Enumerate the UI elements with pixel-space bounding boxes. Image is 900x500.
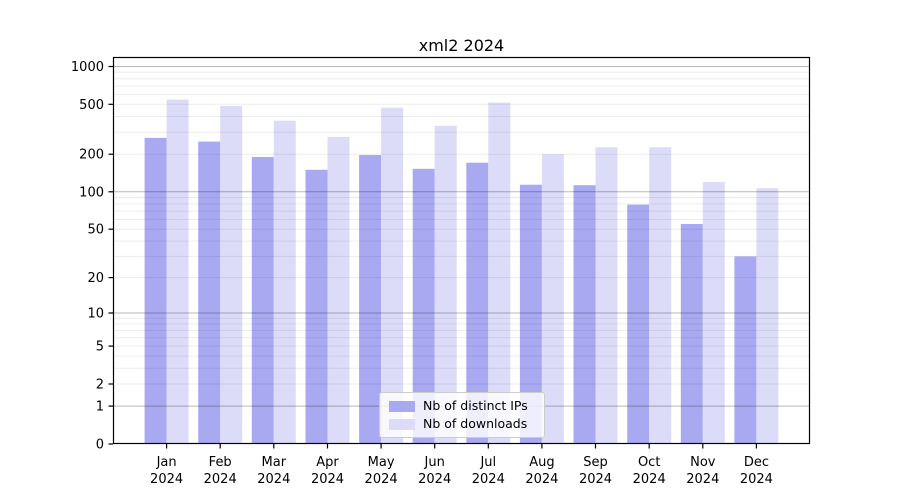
bar-distinct-ips-nov [680, 224, 703, 444]
bar-distinct-ips-jul [466, 162, 489, 444]
legend-swatch-downloads [389, 418, 415, 430]
x-tick-label-month: May [368, 455, 395, 470]
legend-swatch-distinct-ips [389, 400, 415, 412]
bar-distinct-ips-aug [519, 184, 542, 444]
x-tick-label-month: Dec [744, 455, 769, 470]
bar-downloads-may [381, 107, 404, 444]
x-tick-label-year: 2024 [686, 472, 719, 487]
x-tick-label-month: Sep [583, 455, 608, 470]
legend-label-distinct-ips: Nb of distinct IPs [423, 398, 528, 413]
y-tick-label: 0 [96, 438, 104, 453]
y-tick-label: 2 [96, 378, 104, 393]
x-tick-label-year: 2024 [633, 472, 666, 487]
bar-downloads-nov [702, 182, 725, 444]
y-tick-label: 1000 [71, 60, 104, 75]
bar-downloads-jun [434, 125, 457, 445]
x-tick-label-month: Jan [156, 455, 177, 470]
bar-downloads-mar [273, 120, 296, 444]
bar-distinct-ips-jun [412, 168, 435, 445]
x-tick-label-year: 2024 [740, 472, 773, 487]
bar-downloads-jul [488, 102, 511, 444]
x-tick-label-year: 2024 [150, 472, 183, 487]
bar-distinct-ips-sep [573, 185, 596, 444]
x-tick-label-month: Nov [690, 455, 716, 470]
legend: Nb of distinct IPs Nb of downloads [379, 392, 545, 438]
x-tick-label-year: 2024 [365, 472, 398, 487]
chart-title: xml2 2024 [418, 36, 505, 55]
x-tick-label-month: Feb [209, 455, 232, 470]
y-tick-label: 10 [87, 307, 104, 322]
legend-item-distinct-ips: Nb of distinct IPs [389, 399, 544, 413]
x-tick-label-month: Jun [424, 455, 445, 470]
x-tick-label-year: 2024 [257, 472, 290, 487]
bar-distinct-ips-oct [627, 204, 650, 444]
y-tick-label: 200 [79, 148, 104, 163]
bar-downloads-oct [649, 147, 672, 445]
bar-downloads-sep [595, 147, 618, 445]
y-tick-label: 500 [79, 98, 104, 113]
bar-downloads-aug [541, 154, 564, 444]
bar-distinct-ips-jan [144, 137, 167, 444]
x-tick-label-month: Aug [529, 455, 554, 470]
x-tick-label-month: Jul [479, 455, 496, 470]
y-tick-label: 100 [79, 185, 104, 200]
bar-distinct-ips-mar [251, 157, 274, 444]
plot-border [112, 56, 811, 445]
bar-downloads-dec [756, 188, 779, 444]
x-tick-label-year: 2024 [418, 472, 451, 487]
x-tick-label-year: 2024 [525, 472, 558, 487]
x-tick-label-year: 2024 [472, 472, 505, 487]
y-tick-label: 1 [96, 400, 104, 415]
bar-distinct-ips-dec [734, 256, 757, 444]
x-tick-label-month: Oct [638, 455, 660, 470]
bar-downloads-feb [220, 106, 243, 444]
legend-item-downloads: Nb of downloads [389, 417, 544, 431]
y-tick-label: 20 [87, 271, 104, 286]
y-tick-label: 5 [96, 340, 104, 355]
x-tick-label-month: Mar [262, 455, 287, 470]
bar-distinct-ips-apr [305, 169, 328, 445]
bar-distinct-ips-may [359, 155, 382, 444]
bar-distinct-ips-feb [198, 141, 221, 444]
y-tick-label: 50 [87, 223, 104, 238]
x-tick-label-year: 2024 [579, 472, 612, 487]
x-tick-label-month: Apr [316, 455, 339, 470]
x-tick-label-year: 2024 [311, 472, 344, 487]
bar-downloads-apr [327, 136, 350, 444]
bar-downloads-jan [166, 99, 189, 444]
x-tick-label-year: 2024 [204, 472, 237, 487]
legend-label-downloads: Nb of downloads [423, 416, 528, 431]
